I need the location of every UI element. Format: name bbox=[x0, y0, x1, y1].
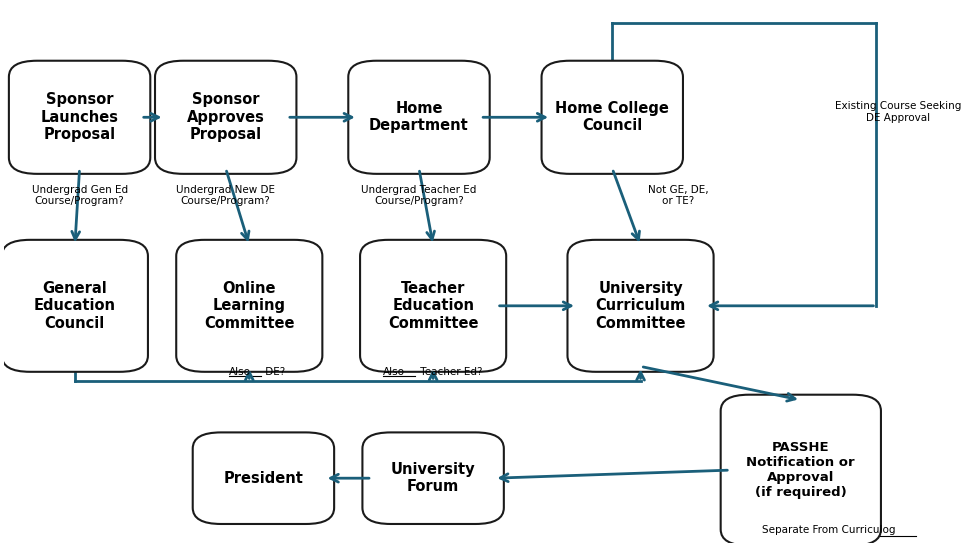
Text: Undergrad Gen Ed
Course/Program?: Undergrad Gen Ed Course/Program? bbox=[31, 184, 128, 206]
Text: Online
Learning
Committee: Online Learning Committee bbox=[204, 281, 294, 331]
Text: Also: Also bbox=[383, 366, 406, 376]
Text: Sponsor
Launches
Proposal: Sponsor Launches Proposal bbox=[41, 92, 119, 142]
Text: DE?: DE? bbox=[262, 366, 286, 376]
Text: Teacher Ed?: Teacher Ed? bbox=[417, 366, 483, 376]
FancyBboxPatch shape bbox=[721, 395, 881, 545]
Text: PASSHE
Notification or
Approval
(if required): PASSHE Notification or Approval (if requ… bbox=[747, 441, 855, 499]
Text: President: President bbox=[223, 470, 303, 486]
Text: Existing Course Seeking
DE Approval: Existing Course Seeking DE Approval bbox=[835, 101, 961, 123]
Text: Home College
Council: Home College Council bbox=[556, 101, 669, 133]
Text: Also: Also bbox=[228, 366, 251, 376]
FancyBboxPatch shape bbox=[9, 61, 150, 174]
FancyBboxPatch shape bbox=[363, 433, 504, 524]
FancyBboxPatch shape bbox=[348, 61, 489, 174]
FancyBboxPatch shape bbox=[176, 240, 323, 372]
FancyBboxPatch shape bbox=[155, 61, 296, 174]
Text: Undergrad Teacher Ed
Course/Program?: Undergrad Teacher Ed Course/Program? bbox=[362, 184, 477, 206]
FancyBboxPatch shape bbox=[567, 240, 714, 372]
Text: University
Curriculum
Committee: University Curriculum Committee bbox=[596, 281, 685, 331]
FancyBboxPatch shape bbox=[2, 240, 148, 372]
Text: Home
Department: Home Department bbox=[370, 101, 469, 133]
Text: General
Education
Council: General Education Council bbox=[34, 281, 116, 331]
FancyBboxPatch shape bbox=[360, 240, 506, 372]
Text: Sponsor
Approves
Proposal: Sponsor Approves Proposal bbox=[187, 92, 264, 142]
FancyBboxPatch shape bbox=[541, 61, 682, 174]
Text: Not GE, DE,
or TE?: Not GE, DE, or TE? bbox=[648, 184, 709, 206]
Text: Undergrad New DE
Course/Program?: Undergrad New DE Course/Program? bbox=[176, 184, 275, 206]
Text: Separate From Curriculog: Separate From Curriculog bbox=[762, 525, 896, 535]
Text: University
Forum: University Forum bbox=[391, 462, 476, 494]
Text: Teacher
Education
Committee: Teacher Education Committee bbox=[388, 281, 479, 331]
FancyBboxPatch shape bbox=[193, 433, 334, 524]
